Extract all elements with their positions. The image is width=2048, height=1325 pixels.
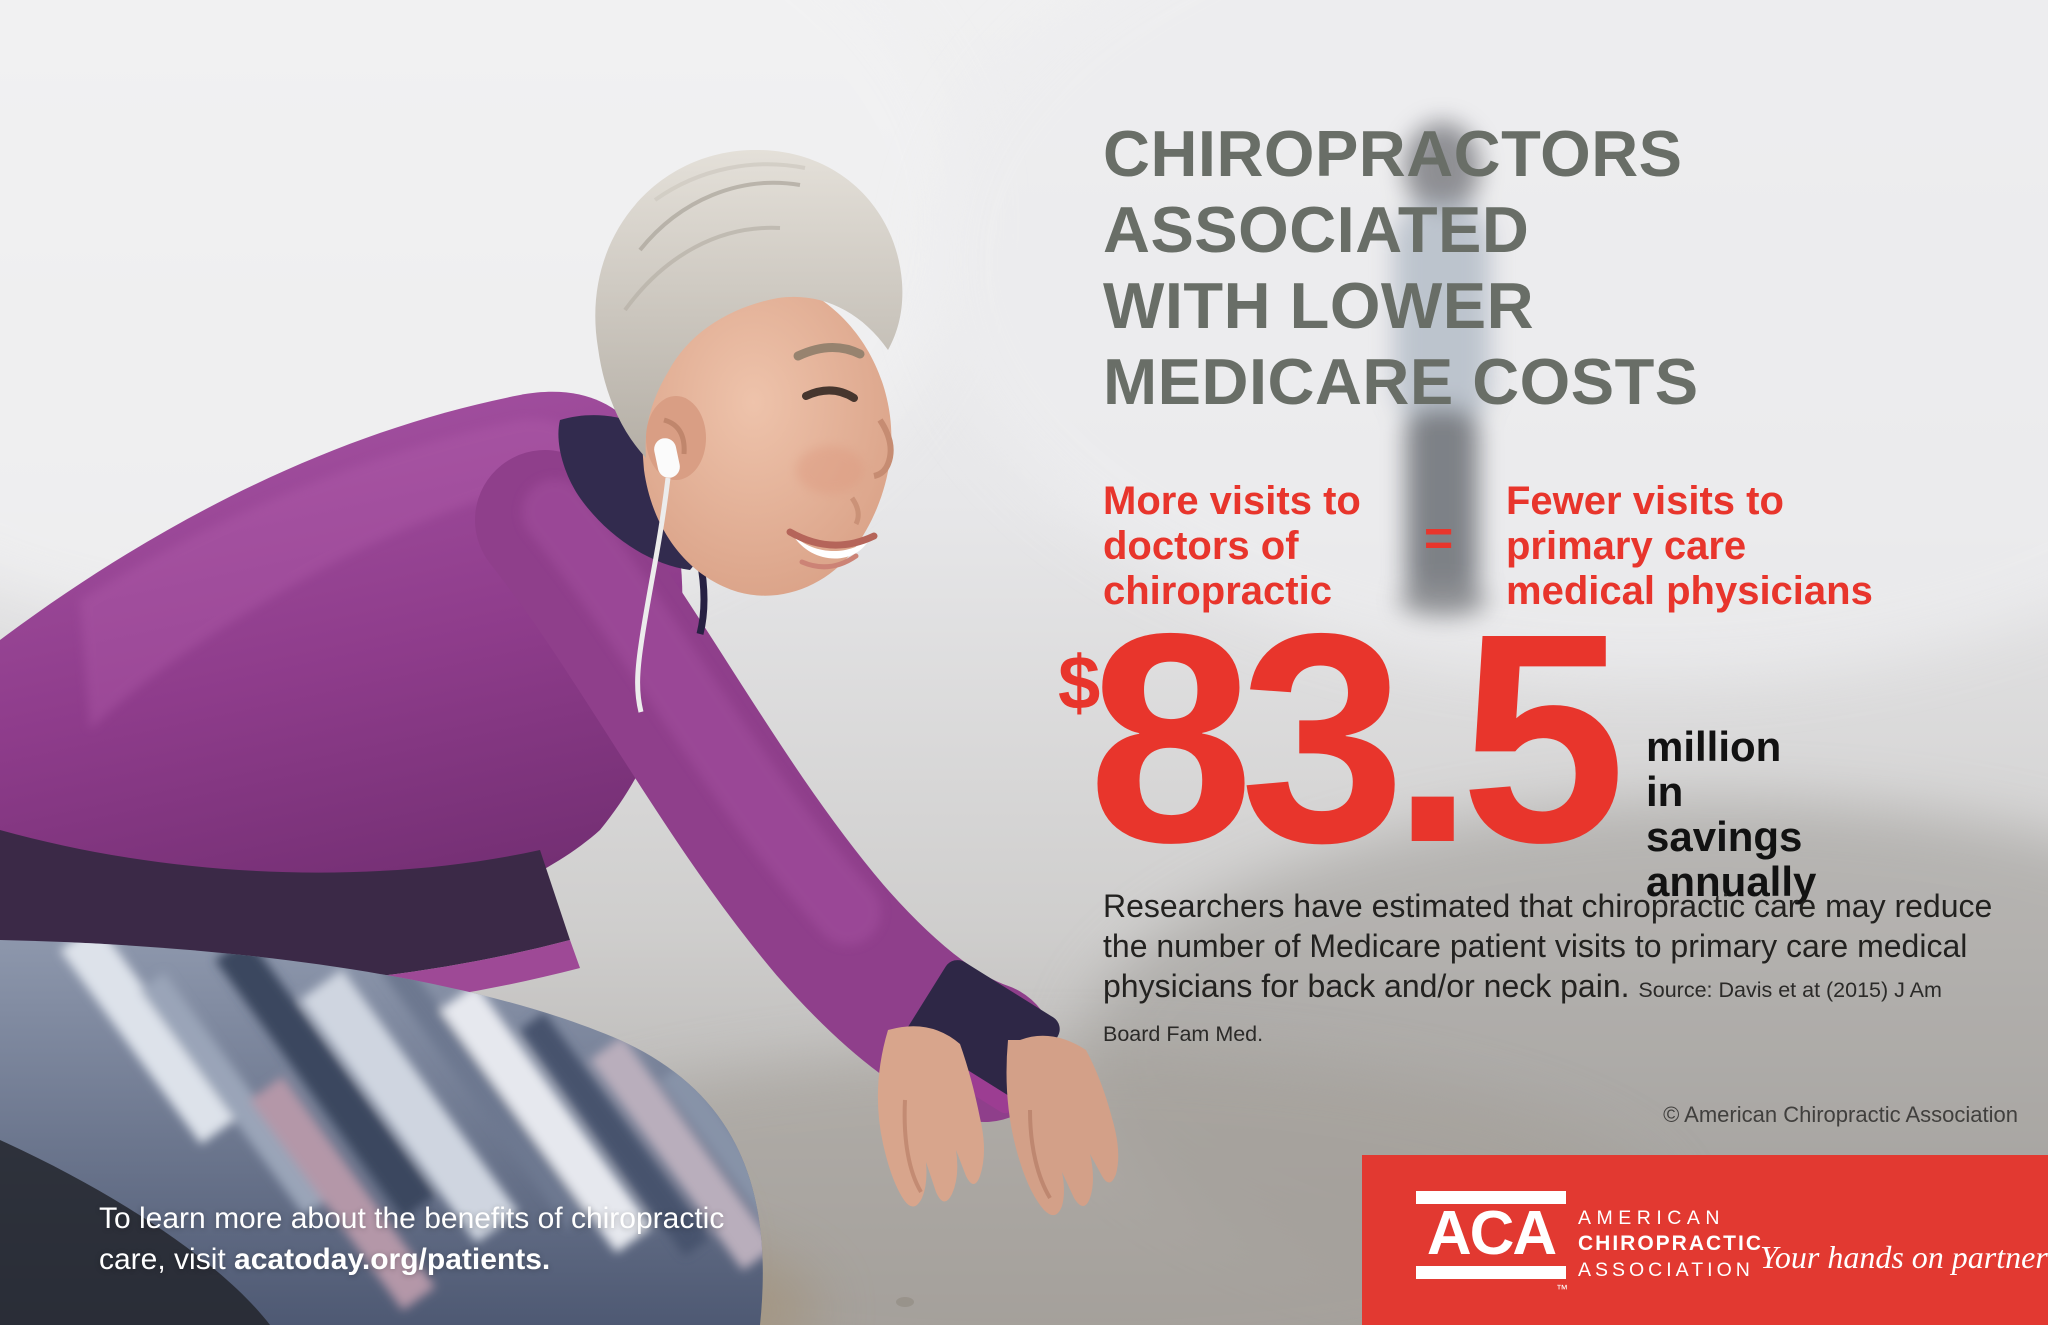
headline-line: CHIROPRACTORS bbox=[1103, 117, 1683, 190]
org-line: AMERICAN bbox=[1578, 1207, 1725, 1229]
org-line: ASSOCIATION bbox=[1578, 1259, 1754, 1281]
brand-tagline: Your hands on partner™ bbox=[1760, 1239, 2048, 1276]
equation-right-line: primary care bbox=[1506, 524, 1747, 568]
equation-right: Fewer visits to primary care medical phy… bbox=[1506, 479, 2006, 614]
tagline-text: Your hands on partner bbox=[1760, 1239, 2048, 1275]
paragraph-line: physicians for back and/or neck pain. So… bbox=[1103, 966, 2003, 1054]
savings-unit-line: annually bbox=[1646, 858, 1817, 905]
logo-letters: ACA bbox=[1426, 1199, 1557, 1268]
headline: CHIROPRACTORS ASSOCIATED WITH LOWER MEDI… bbox=[1103, 116, 1699, 420]
logo-trademark: ™ bbox=[1556, 1282, 1568, 1296]
equation-right-line: medical physicians bbox=[1506, 569, 1873, 613]
equation-left-line: doctors of bbox=[1103, 524, 1299, 568]
learn-more-text: To learn more about the benefits of chir… bbox=[99, 1198, 724, 1280]
savings-unit-line: million bbox=[1646, 723, 1782, 770]
footer-brand-bar: ACA ™ AMERICAN CHIROPRACTIC ASSOCIATION … bbox=[1362, 1155, 2048, 1325]
source-citation: Source: Davis et at (2015) J Am Board Fa… bbox=[1103, 978, 1942, 1046]
woman-head bbox=[595, 149, 903, 713]
org-line: CHIROPRACTIC bbox=[1578, 1232, 1763, 1255]
learn-more-line: To learn more about the benefits of chir… bbox=[99, 1202, 725, 1235]
copyright-notice: © American Chiropractic Association bbox=[1663, 1102, 2018, 1127]
equals-sign: = bbox=[1424, 510, 1454, 566]
url-text: acatoday.org/patients. bbox=[234, 1243, 551, 1276]
woman-figure bbox=[0, 149, 1119, 1325]
equation-left-line: chiropractic bbox=[1103, 569, 1332, 613]
headline-line: MEDICARE COSTS bbox=[1103, 345, 1699, 418]
aca-logo: ACA ™ bbox=[1416, 1191, 1568, 1296]
logo-top-bar bbox=[1416, 1191, 1566, 1204]
research-paragraph: Researchers have estimated that chiropra… bbox=[1103, 886, 2003, 1054]
learn-more-line: care, visit acatoday.org/patients. bbox=[99, 1239, 724, 1280]
paragraph-line: the number of Medicare patient visits to… bbox=[1103, 928, 1968, 964]
leggings-pattern bbox=[60, 940, 763, 1311]
logo-bottom-bar bbox=[1416, 1266, 1566, 1279]
paragraph-text: physicians for back and/or neck pain. bbox=[1103, 968, 1630, 1004]
headline-line: WITH LOWER bbox=[1103, 269, 1535, 342]
savings-unit: million in savings annually bbox=[1646, 724, 1816, 904]
savings-unit-line: in savings bbox=[1646, 768, 1803, 860]
savings-amount: 83.5 bbox=[1088, 572, 1626, 905]
headline-line: ASSOCIATED bbox=[1103, 193, 1530, 266]
dollar-sign: $ bbox=[1058, 641, 1101, 726]
equation-right-line: Fewer visits to bbox=[1506, 479, 1784, 523]
paragraph-line: Researchers have estimated that chiropra… bbox=[1103, 888, 1993, 924]
equation-left: More visits to doctors of chiropractic bbox=[1103, 479, 1443, 614]
learn-more-prefix: care, visit bbox=[99, 1243, 235, 1276]
equation-left-line: More visits to bbox=[1103, 479, 1361, 523]
blurred-background-person bbox=[1394, 122, 1490, 616]
organization-name: AMERICAN CHIROPRACTIC ASSOCIATION bbox=[1578, 1205, 1763, 1283]
hands bbox=[877, 1026, 1119, 1216]
